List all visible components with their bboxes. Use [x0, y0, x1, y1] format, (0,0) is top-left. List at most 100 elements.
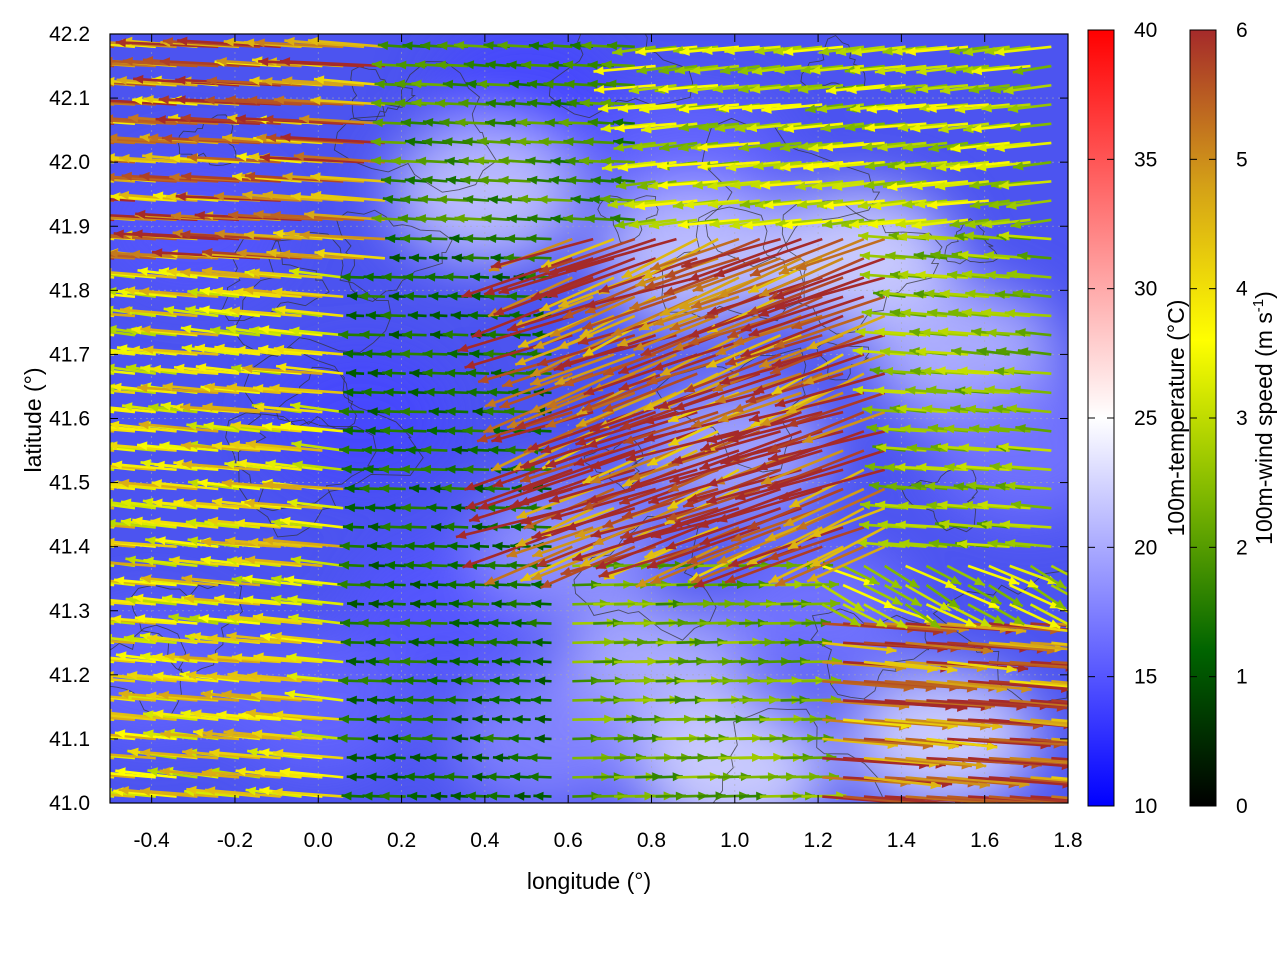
wind-arrow	[271, 575, 323, 587]
wind-arrow	[110, 159, 136, 164]
wind-arrow	[244, 555, 323, 568]
wind-arrow	[999, 520, 1052, 530]
wind-arrow	[410, 580, 427, 590]
wind-arrow	[717, 391, 802, 423]
wind-arrow	[403, 272, 427, 282]
wind-arrow	[110, 537, 177, 548]
wind-arrow	[110, 330, 136, 337]
wind-arrow	[915, 270, 969, 280]
wind-arrow	[110, 696, 136, 702]
wind-arrow	[801, 410, 886, 444]
x-tick-label: 1.4	[887, 829, 917, 852]
wind-arrow	[554, 353, 636, 386]
wind-arrow	[451, 445, 469, 455]
wind-arrow	[119, 153, 198, 164]
colorbar-tick-label: 15	[1134, 666, 1157, 689]
wind-arrow	[271, 518, 323, 529]
wind-arrow	[346, 753, 365, 763]
wind-arrow	[251, 729, 323, 741]
wind-arrow	[451, 753, 469, 763]
wind-arrow	[519, 545, 594, 583]
wind-arrow	[380, 175, 406, 185]
wind-arrow	[761, 103, 823, 114]
wind-arrow	[110, 408, 136, 414]
wind-arrow	[1051, 776, 1068, 781]
colorbar-tick-label: 5	[1236, 148, 1248, 171]
wind-arrow	[275, 305, 344, 318]
wind-arrow	[137, 383, 219, 395]
wind-arrow	[346, 695, 365, 705]
wind-arrow	[686, 526, 782, 565]
wind-arrow	[338, 560, 365, 570]
wind-arrow	[383, 445, 406, 455]
wind-arrow	[985, 270, 1031, 280]
wind-arrow	[987, 539, 1031, 549]
wind-arrow	[967, 564, 1020, 586]
wind-arrow	[725, 160, 781, 172]
wind-arrow	[286, 672, 344, 683]
wind-arrow	[778, 468, 886, 501]
wind-arrow	[689, 64, 740, 75]
wind-arrow	[928, 141, 969, 153]
wind-arrow	[451, 714, 469, 724]
x-tick-label: 1.0	[720, 829, 749, 852]
wind-arrow	[747, 276, 844, 316]
wind-arrow	[469, 272, 490, 282]
wind-arrow	[968, 424, 1010, 434]
wind-arrow	[253, 652, 323, 664]
wind-arrow	[1030, 776, 1068, 782]
wind-arrow	[856, 538, 906, 548]
wind-arrow	[204, 786, 281, 798]
wind-arrow	[589, 391, 698, 433]
wind-arrow	[204, 382, 281, 395]
wind-arrow	[399, 349, 427, 359]
wind-arrow	[110, 581, 136, 587]
wind-arrow	[186, 153, 281, 164]
wind-arrow	[956, 462, 1010, 472]
wind-arrow	[816, 103, 865, 114]
wind-arrow	[547, 237, 657, 277]
wind-arrow	[822, 641, 897, 655]
wind-arrow	[299, 230, 385, 241]
wind-arrow	[444, 772, 469, 782]
wind-arrow	[110, 753, 156, 760]
wind-arrow	[340, 272, 365, 282]
wind-arrow	[880, 83, 927, 94]
wind-arrow	[341, 791, 365, 801]
wind-arrow	[201, 537, 281, 548]
wind-arrow	[408, 388, 427, 397]
wind-arrow	[863, 180, 906, 190]
wind-arrow	[272, 787, 344, 798]
wind-arrow	[625, 430, 740, 462]
wind-arrow	[422, 714, 448, 724]
wind-arrow	[314, 248, 386, 260]
wind-arrow	[362, 349, 385, 359]
colorbar-tick-label: 30	[1134, 278, 1157, 301]
wind-arrow	[249, 268, 323, 279]
wind-arrow	[895, 520, 948, 530]
wind-arrow	[767, 410, 865, 453]
wind-arrow	[649, 237, 740, 271]
wind-arrow	[740, 314, 844, 358]
wind-arrow	[284, 36, 365, 49]
wind-arrow	[377, 41, 406, 51]
wind-arrow	[800, 64, 844, 75]
wind-arrow	[759, 391, 844, 427]
wind-arrow	[806, 545, 886, 583]
wind-arrow	[168, 613, 219, 625]
wind-arrow	[110, 448, 115, 452]
wind-arrow	[565, 237, 677, 273]
wind-arrow	[259, 153, 365, 164]
wind-arrow	[508, 734, 531, 743]
wind-arrow	[897, 122, 948, 132]
wind-arrow	[529, 353, 615, 386]
wind-arrow	[284, 689, 344, 702]
wind-arrow	[113, 576, 177, 587]
wind-arrow	[510, 657, 531, 666]
wind-arrow	[926, 103, 989, 113]
y-tick-label: 42.1	[49, 87, 90, 110]
wind-arrow	[882, 45, 927, 56]
wind-arrow	[344, 503, 365, 513]
wind-arrow	[338, 407, 365, 417]
